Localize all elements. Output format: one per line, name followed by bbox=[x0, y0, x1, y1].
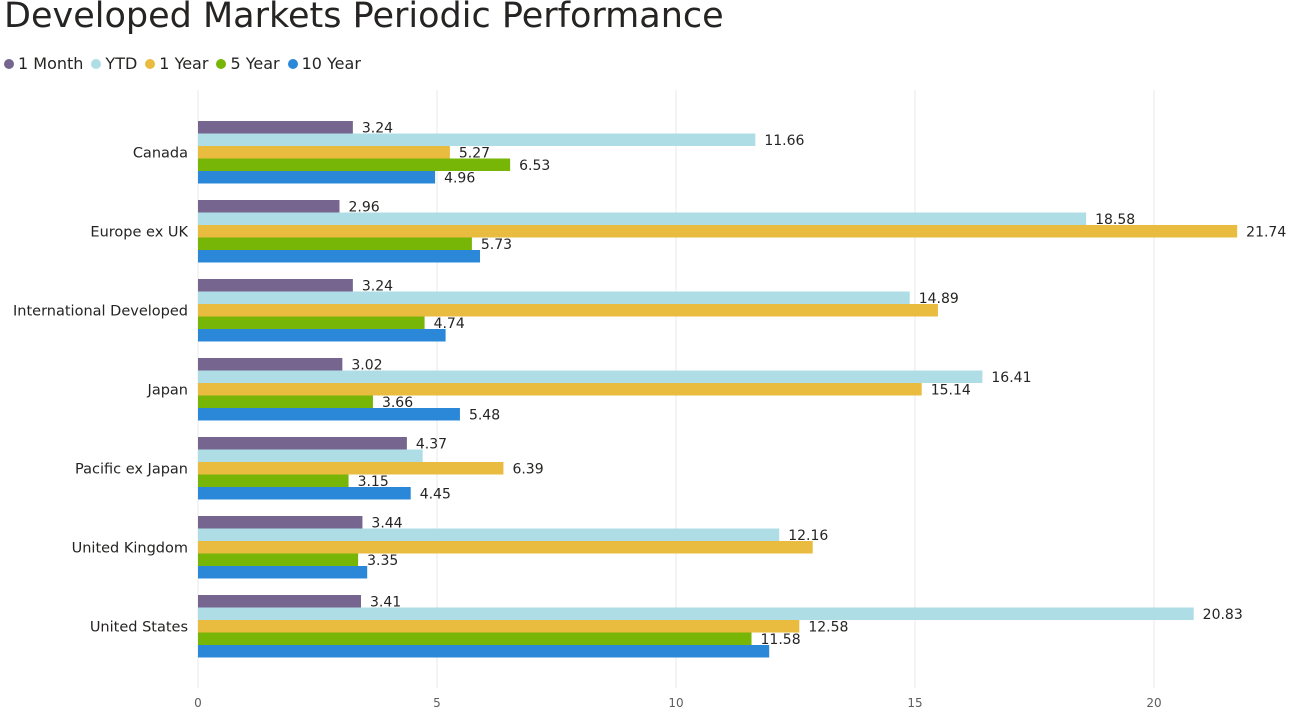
bar-europe-ex-uk-ytd[interactable] bbox=[198, 212, 1087, 226]
data-label-canada-ytd: 11.66 bbox=[764, 133, 804, 149]
data-label-united-states-1-year: 12.58 bbox=[808, 619, 848, 635]
bar-united-states-5-year[interactable] bbox=[198, 632, 752, 646]
data-label-united-states-5-year: 11.58 bbox=[761, 632, 801, 648]
bar-united-kingdom-5-year[interactable] bbox=[198, 553, 359, 567]
data-label-canada-10-year: 4.96 bbox=[444, 170, 475, 186]
data-label-japan-ytd: 16.41 bbox=[991, 370, 1031, 386]
data-label-international-developed-ytd: 14.89 bbox=[919, 291, 959, 307]
category-label-united-kingdom: United Kingdom bbox=[72, 540, 188, 556]
bar-united-states-1-month[interactable] bbox=[198, 595, 361, 608]
category-label-europe-ex-uk: Europe ex UK bbox=[90, 224, 188, 240]
x-tick-label: 20 bbox=[1146, 696, 1161, 710]
legend-label-5-year: 5 Year bbox=[230, 54, 280, 73]
data-label-canada-1-year: 5.27 bbox=[459, 145, 490, 161]
legend-label-1-month: 1 Month bbox=[18, 54, 84, 73]
bar-pacific-ex-japan-ytd[interactable] bbox=[198, 449, 423, 463]
category-label-international-developed: International Developed bbox=[13, 303, 188, 319]
data-label-europe-ex-uk-ytd: 18.58 bbox=[1095, 212, 1135, 228]
data-label-canada-5-year: 6.53 bbox=[519, 158, 550, 174]
legend-marker-1-year bbox=[145, 58, 156, 69]
legend-label-ytd: YTD bbox=[105, 54, 138, 73]
bar-international-developed-5-year[interactable] bbox=[198, 316, 425, 330]
legend-marker-5-year bbox=[216, 58, 227, 69]
bar-canada-1-month[interactable] bbox=[198, 121, 353, 134]
bar-united-kingdom-1-month[interactable] bbox=[198, 516, 363, 529]
data-label-europe-ex-uk-1-year: 21.74 bbox=[1246, 224, 1286, 240]
category-label-japan: Japan bbox=[147, 382, 188, 398]
data-label-united-kingdom-5-year: 3.35 bbox=[367, 553, 398, 569]
bar-japan-5-year[interactable] bbox=[198, 395, 373, 409]
bar-international-developed-10-year[interactable] bbox=[198, 329, 446, 342]
legend-label-1-year: 1 Year bbox=[159, 54, 209, 73]
bar-japan-1-year[interactable] bbox=[198, 383, 922, 396]
data-label-united-kingdom-ytd: 12.16 bbox=[788, 528, 828, 544]
data-label-pacific-ex-japan-5-year: 3.15 bbox=[358, 474, 389, 490]
bar-europe-ex-uk-1-year[interactable] bbox=[198, 225, 1238, 238]
x-tick-label: 0 bbox=[194, 696, 202, 710]
legend-item-10-year[interactable]: 10 Year bbox=[287, 54, 361, 73]
x-tick-label: 5 bbox=[433, 696, 441, 710]
legend-marker-10-year bbox=[287, 58, 298, 69]
legend-item-1-month[interactable]: 1 Month bbox=[4, 54, 83, 73]
data-label-japan-5-year: 3.66 bbox=[382, 395, 413, 411]
bar-pacific-ex-japan-10-year[interactable] bbox=[198, 487, 411, 500]
legend-item-5-year[interactable]: 5 Year bbox=[216, 54, 280, 73]
category-label-pacific-ex-japan: Pacific ex Japan bbox=[75, 461, 188, 477]
legend-marker-1-month bbox=[4, 58, 14, 69]
data-label-europe-ex-uk-1-month: 2.96 bbox=[348, 199, 379, 215]
bar-united-kingdom-10-year[interactable] bbox=[198, 566, 368, 579]
bar-united-kingdom-ytd[interactable] bbox=[198, 528, 780, 542]
bar-canada-ytd[interactable] bbox=[198, 133, 756, 147]
bar-international-developed-1-month[interactable] bbox=[198, 279, 353, 292]
bar-united-states-10-year[interactable] bbox=[198, 645, 770, 658]
legend-item-ytd[interactable]: YTD bbox=[91, 54, 137, 73]
bar-united-states-1-year[interactable] bbox=[198, 620, 800, 633]
data-label-pacific-ex-japan-1-year: 6.39 bbox=[512, 461, 543, 477]
category-label-canada: Canada bbox=[133, 145, 188, 161]
legend-item-1-year[interactable]: 1 Year bbox=[145, 54, 208, 73]
legend-label-10-year: 10 Year bbox=[301, 54, 361, 73]
bar-pacific-ex-japan-1-month[interactable] bbox=[198, 437, 407, 450]
data-label-europe-ex-uk-5-year: 5.73 bbox=[481, 237, 512, 253]
chart-legend: 1 Month YTD 1 Year 5 Year 10 Year bbox=[4, 54, 369, 73]
bar-europe-ex-uk-10-year[interactable] bbox=[198, 250, 481, 263]
data-label-canada-1-month: 3.24 bbox=[362, 120, 393, 136]
bar-canada-10-year[interactable] bbox=[198, 171, 436, 184]
data-label-pacific-ex-japan-1-month: 4.37 bbox=[416, 436, 447, 452]
data-label-japan-1-month: 3.02 bbox=[351, 357, 382, 373]
category-label-united-states: United States bbox=[90, 619, 188, 635]
x-tick-label: 15 bbox=[907, 696, 922, 710]
data-label-japan-1-year: 15.14 bbox=[931, 382, 971, 398]
data-label-united-states-1-month: 3.41 bbox=[370, 594, 401, 610]
bar-pacific-ex-japan-5-year[interactable] bbox=[198, 474, 349, 488]
bar-united-states-ytd[interactable] bbox=[198, 607, 1194, 621]
bar-canada-5-year[interactable] bbox=[198, 158, 511, 172]
data-label-pacific-ex-japan-10-year: 4.45 bbox=[420, 486, 451, 502]
bar-international-developed-1-year[interactable] bbox=[198, 304, 938, 317]
chart-title: Developed Markets Periodic Performance bbox=[4, 0, 724, 36]
bar-europe-ex-uk-1-month[interactable] bbox=[198, 200, 340, 213]
bar-japan-10-year[interactable] bbox=[198, 408, 460, 421]
bar-united-kingdom-1-year[interactable] bbox=[198, 541, 813, 554]
bar-international-developed-ytd[interactable] bbox=[198, 291, 910, 305]
data-label-japan-10-year: 5.48 bbox=[469, 407, 500, 423]
legend-marker-ytd bbox=[91, 58, 102, 69]
data-label-united-kingdom-1-month: 3.44 bbox=[371, 515, 402, 531]
data-label-united-states-ytd: 20.83 bbox=[1203, 607, 1243, 623]
bar-pacific-ex-japan-1-year[interactable] bbox=[198, 462, 504, 475]
data-label-international-developed-1-month: 3.24 bbox=[362, 278, 393, 294]
bar-japan-ytd[interactable] bbox=[198, 370, 983, 384]
bar-europe-ex-uk-5-year[interactable] bbox=[198, 237, 472, 251]
x-tick-label: 10 bbox=[668, 696, 683, 710]
bar-canada-1-year[interactable] bbox=[198, 146, 450, 159]
data-label-international-developed-5-year: 4.74 bbox=[434, 316, 465, 332]
bar-japan-1-month[interactable] bbox=[198, 358, 343, 371]
